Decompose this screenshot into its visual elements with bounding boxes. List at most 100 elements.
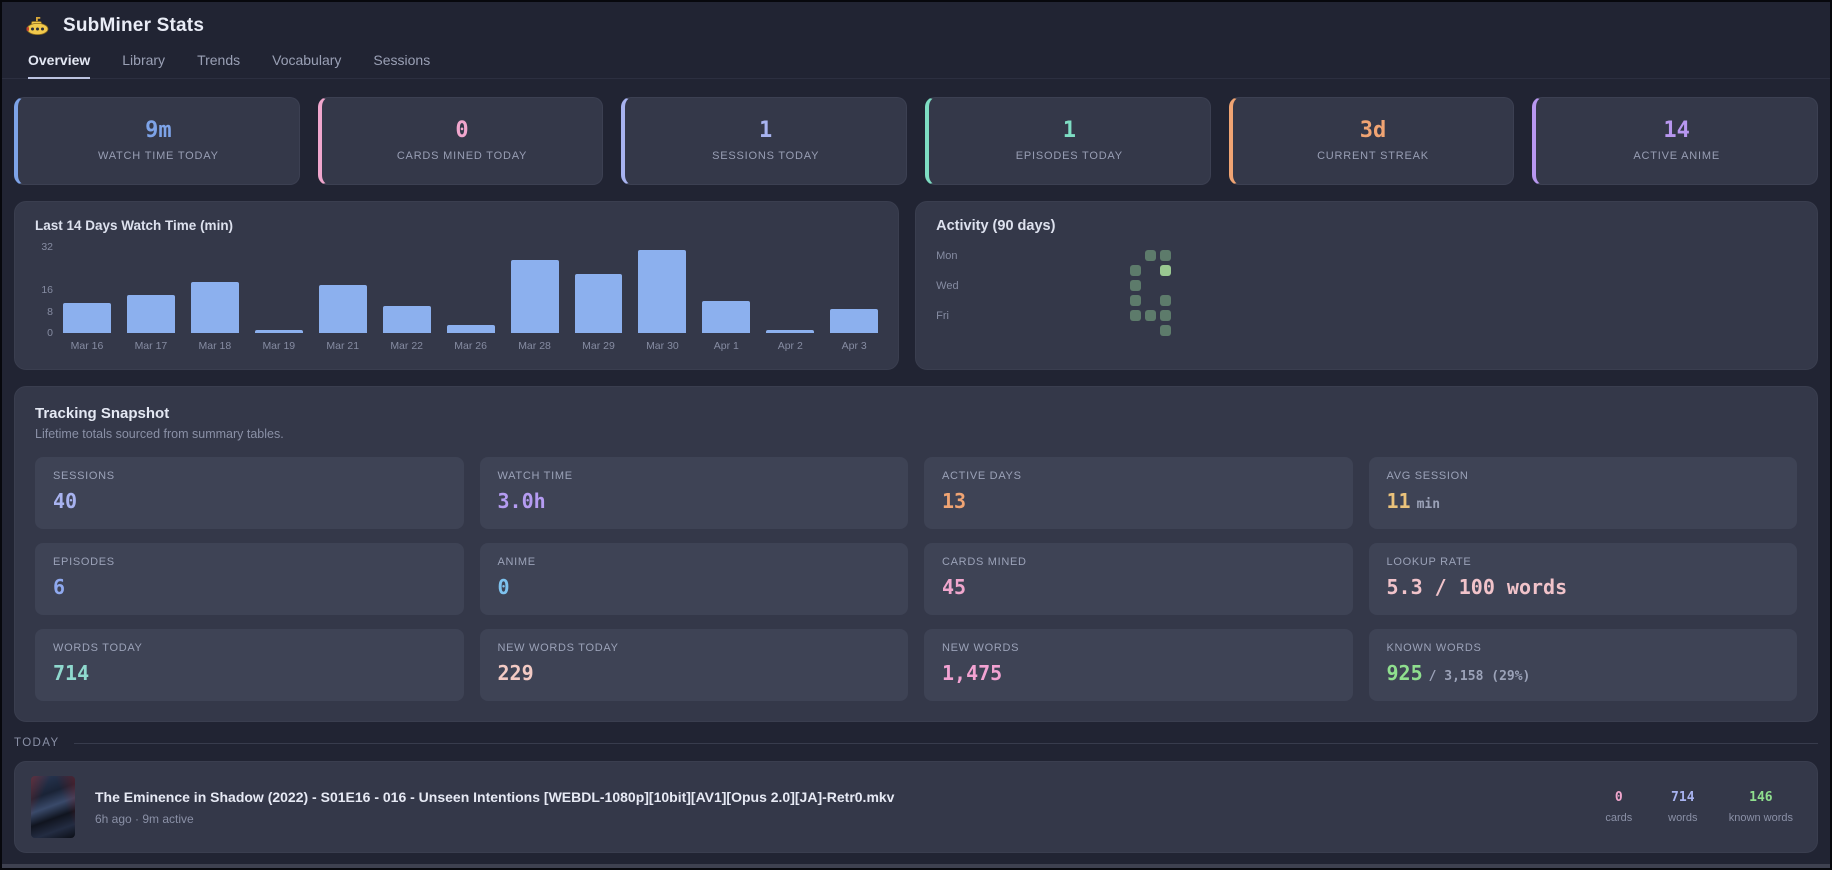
x-tick-label-apr-2: Apr 2 [777,340,803,352]
tile-suffix-known-words: / 3,158 (29%) [1428,669,1531,684]
heatmap-cell-r1c8 [1100,265,1111,276]
x-tick-label-mar-17: Mar 17 [134,340,168,352]
snapshot-tile-avg-session: AVG SESSION 11 min [1368,457,1797,529]
stat-card-cards-mined-today: 0 CARDS MINED TODAY [317,97,604,185]
heatmap-cell-r4c4 [1040,310,1051,321]
heatmap-cell-r4c9 [1115,310,1126,321]
snapshot-tiles-grid: SESSIONS 40 WATCH TIME 3.0h ACTIVE DAYS 13 AVG… [35,457,1797,701]
bar-mar-21 [318,284,367,333]
bar-mar-29 [574,273,623,333]
heatmap-cell-r0c4 [1040,250,1051,261]
today-divider [73,742,1818,744]
heatmap-cell-r4c5 [1055,310,1066,321]
heatmap-cell-r0c11 [1145,250,1157,261]
chart-bars: Mar 16 Mar 17 Mar 18 Mar 19 Mar 21 Mar 22 Mar … [63,247,879,353]
bar-column-mar-26: Mar 26 [446,247,495,353]
today-label: TODAY [14,737,60,749]
heatmap-cell-r4c11 [1145,310,1157,321]
snapshot-tile-active-days: ACTIVE DAYS 13 [924,457,1353,529]
heatmap-cell-r6c8 [1100,340,1111,351]
today-section: TODAY The Eminence in Shadow (2022) - S0… [14,737,1818,853]
tile-label-active-days: ACTIVE DAYS [942,470,1022,482]
activity-title: Activity (90 days) [936,218,1056,234]
heatmap-cell-r4c7 [1085,310,1096,321]
activity-heatmap-card: Activity (90 days) Mon Wed Fri [915,201,1818,370]
episode-stat-known-words: 146 known words [1729,790,1793,824]
tab-library[interactable]: Library [122,52,166,68]
tile-label-cards-mined: CARDS MINED [942,556,1027,568]
heatmap-cell-r2c11 [1145,280,1156,291]
x-tick-label-apr-3: Apr 3 [841,340,867,352]
tab-bar: Overview Library Trends Vocabulary Sessions [2,52,1830,79]
bar-mar-16 [63,303,111,333]
tile-value-watch-time: 3.0h [497,489,546,513]
bar-column-mar-17: Mar 17 [126,247,175,353]
bar-area-mar-17 [126,247,175,333]
heatmap-cell-r0c9 [1115,250,1126,261]
snapshot-tile-known-words: KNOWN WORDS 925 / 3,158 (29%) [1368,629,1797,701]
heatmap-cell-r2c6 [1070,280,1081,291]
heatmap-cell-r3c6 [1070,295,1081,306]
tile-label-watch-time: WATCH TIME [497,470,573,482]
snapshot-tile-words-today: WORDS TODAY 714 [35,629,464,701]
heatmap-cell-r3c11 [1145,295,1156,306]
heatmap-cell-r1c9 [1115,265,1126,276]
snapshot-tile-anime: ANIME 0 [479,543,908,615]
episode-meta: 6h ago · 9m active [95,811,194,826]
heatmap-cell-r1c2 [1010,265,1021,276]
stat-card-watch-time-today: 9m WATCH TIME TODAY [14,97,300,185]
heatmap-row-label-mon: Mon [936,249,958,262]
charts-row: Last 14 Days Watch Time (min) 0 8 16 32 Mar… [14,201,1818,370]
episode-stat-words: 714 words [1665,790,1701,824]
y-tick-label-16: 16 [41,284,53,296]
today-section-header: TODAY [14,737,1818,749]
bar-area-apr-3 [830,247,879,333]
snapshot-tile-sessions: SESSIONS 40 [35,457,464,529]
tile-value-row-words-today: 714 [53,663,446,683]
heatmap-cell-r5c9 [1115,325,1126,336]
episode-stat-value-known-words: 146 [1749,790,1773,805]
tile-value-row-new-words: 1,475 [942,663,1335,683]
tile-label-avg-session: AVG SESSION [1386,470,1469,482]
heatmap-cell-r1c5 [1055,265,1066,276]
tile-value-row-known-words: 925 / 3,158 (29%) [1387,663,1780,684]
tile-label-episodes: EPISODES [53,556,115,568]
activity-heatmap: Mon Wed Fri [936,248,1797,353]
tile-value-row-lookup-rate: 5.3 / 100 words [1387,577,1780,597]
snapshot-tile-episodes: EPISODES 6 [35,543,464,615]
tab-sessions[interactable]: Sessions [373,52,431,68]
tile-value-row-sessions: 40 [53,491,446,511]
heatmap-cell-r3c9 [1115,295,1126,306]
bar-mar-17 [126,295,175,333]
x-tick-label-mar-19: Mar 19 [262,340,296,352]
heatmap-row-tue [936,263,1797,278]
tile-label-sessions: SESSIONS [53,470,115,482]
stat-value-active-anime: 14 [1663,118,1690,143]
heatmap-cell-r2c1 [995,280,1006,291]
heatmap-cell-r2c5 [1055,280,1066,291]
snapshot-tile-new-words-today: NEW WORDS TODAY 229 [479,629,908,701]
tab-trends[interactable]: Trends [197,52,241,68]
bar-mar-28 [510,260,559,333]
stat-label-episodes-today: EPISODES TODAY [1015,150,1123,162]
bar-mar-22 [382,306,431,333]
bar-apr-3 [830,308,879,333]
tile-value-lookup-rate: 5.3 / 100 words [1386,575,1568,599]
x-tick-label-apr-1: Apr 1 [713,340,739,352]
chart-title: Last 14 Days Watch Time (min) [35,218,234,233]
stat-value-sessions-today: 1 [759,118,773,143]
today-episode-row[interactable]: The Eminence in Shadow (2022) - S01E16 -… [14,761,1818,853]
heatmap-cell-r1c11 [1145,265,1156,276]
tile-value-avg-session: 11 [1386,489,1411,513]
heatmap-cell-r0c5 [1055,250,1066,261]
y-tick-label-0: 0 [47,327,53,339]
tile-value-words-today: 714 [53,661,90,685]
bar-column-mar-16: Mar 16 [63,247,111,353]
app-header: SubMiner Stats [2,2,1830,37]
tile-value-cards-mined: 45 [942,575,967,599]
heatmap-row-fri: Fri [936,308,1797,323]
heatmap-cell-r6c11 [1145,340,1156,351]
heatmap-cell-r6c5 [1055,340,1066,351]
tab-overview[interactable]: Overview [28,52,91,79]
tab-vocabulary[interactable]: Vocabulary [272,52,342,68]
